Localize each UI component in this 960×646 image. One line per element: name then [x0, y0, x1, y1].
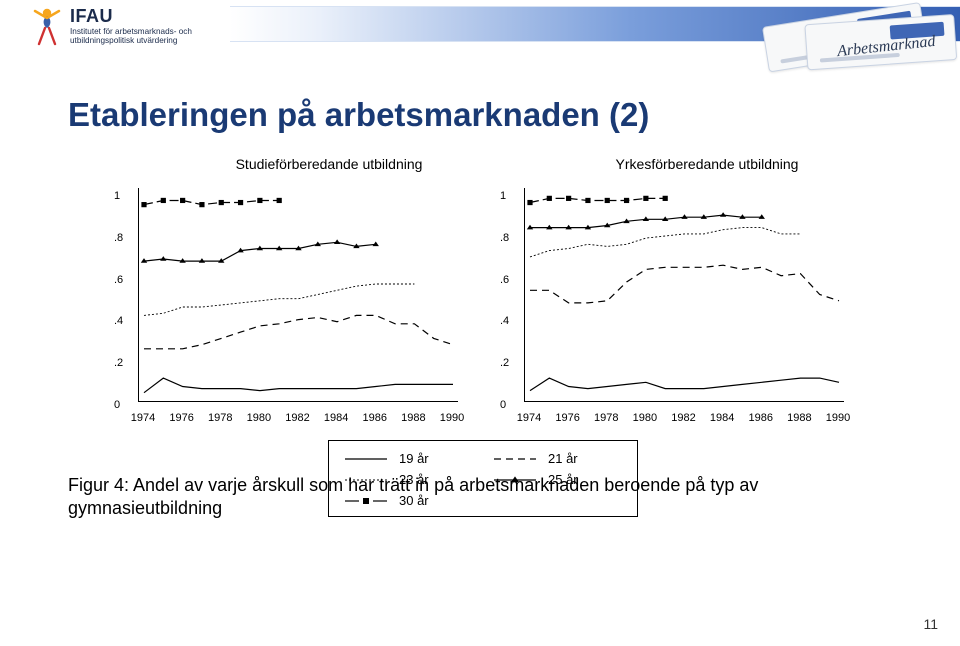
series-s23: [144, 284, 414, 315]
org-logo: IFAU Institutet för arbetsmarknads- och …: [30, 6, 230, 46]
x-tick-label: 1978: [208, 412, 232, 424]
chart-row: 0 .2 .4 .6 .8 1 1974 1976 1978 1980 1982 1984 1986 19…: [68, 178, 898, 426]
org-full-name: Institutet för arbetsmarknads- och utbil…: [70, 27, 230, 45]
series-s19: [530, 378, 839, 391]
x-tick-label: 1986: [363, 412, 387, 424]
x-tick-label: 1986: [749, 412, 773, 424]
x-tick-label: 1990: [440, 412, 464, 424]
org-acronym: IFAU: [70, 6, 230, 27]
legend-swatch-s21: [492, 452, 538, 466]
y-tick-label: .8: [500, 232, 509, 244]
y-tick-label: .2: [114, 357, 123, 369]
series-s19: [144, 378, 453, 393]
x-tick-label: 1976: [555, 412, 579, 424]
slide-title: Etableringen på arbetsmarknaden (2): [68, 96, 898, 134]
logo-icon: [30, 6, 64, 46]
x-tick-label: 1980: [633, 412, 657, 424]
y-tick-label: .2: [500, 357, 509, 369]
series-s21: [530, 265, 839, 303]
y-tick-label: 0: [500, 399, 506, 411]
series-s21: [144, 315, 453, 348]
y-tick-label: .6: [114, 274, 123, 286]
chart-yrkes: 0 .2 .4 .6 .8 1 1974 1976 1978 1980 1982 1984 1986 19…: [492, 178, 850, 426]
header-decor-docs: Arbetsmarknad: [700, 0, 960, 62]
figure-caption: Figur 4: Andel av varje årskull som har …: [68, 474, 898, 519]
x-tick-label: 1990: [826, 412, 850, 424]
x-tick-label: 1982: [671, 412, 695, 424]
y-tick-label: 1: [500, 190, 506, 202]
series-s25: [144, 242, 376, 261]
subtitle-right: Yrkesförberedande utbildning: [532, 156, 862, 172]
x-tick-label: 1982: [285, 412, 309, 424]
x-tick-label: 1974: [517, 412, 541, 424]
x-tick-label: 1976: [169, 412, 193, 424]
x-tick-label: 1984: [710, 412, 734, 424]
y-tick-label: .6: [500, 274, 509, 286]
legend-item-s21: 21 år: [492, 451, 623, 466]
x-tick-label: 1984: [324, 412, 348, 424]
x-tick-label: 1988: [787, 412, 811, 424]
x-tick-label: 1974: [131, 412, 155, 424]
x-tick-label: 1988: [401, 412, 425, 424]
header-bar: Arbetsmarknad IFAU Institutet för arbets…: [0, 0, 960, 64]
chart-studie: 0 .2 .4 .6 .8 1 1974 1976 1978 1980 1982 1984 1986 19…: [106, 178, 464, 426]
y-tick-label: .4: [114, 315, 123, 327]
legend-label: 21 år: [548, 451, 578, 466]
y-tick-label: .8: [114, 232, 123, 244]
legend-swatch-s19: [343, 452, 389, 466]
x-tick-label: 1980: [247, 412, 271, 424]
y-tick-label: 0: [114, 399, 120, 411]
x-tick-label: 1978: [594, 412, 618, 424]
page-number: 11: [923, 616, 938, 632]
y-tick-label: .4: [500, 315, 509, 327]
subtitle-left: Studieförberedande utbildning: [154, 156, 484, 172]
slide-body: Etableringen på arbetsmarknaden (2) Stud…: [68, 96, 898, 517]
chart-subtitle-row: Studieförberedande utbildning Yrkesförbe…: [68, 156, 898, 172]
legend-item-s19: 19 år: [343, 451, 474, 466]
legend-label: 19 år: [399, 451, 429, 466]
y-tick-label: 1: [114, 190, 120, 202]
series-s23: [530, 228, 800, 257]
